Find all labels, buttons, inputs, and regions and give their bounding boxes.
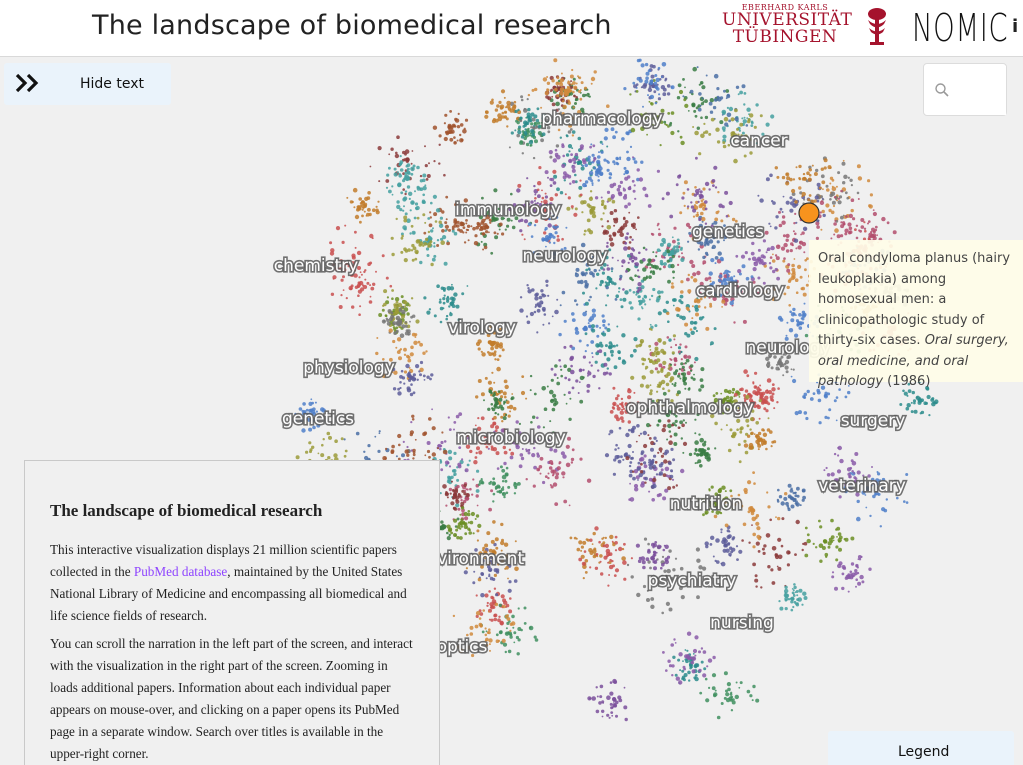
map-label-psychiatry: psychiatry [648, 571, 737, 591]
nomic-logo[interactable]: NOMIC [912, 6, 1009, 50]
legend-button[interactable]: Legend [828, 731, 1014, 765]
tooltip-journal: Oral surgery, oral medicine, and oral pa… [818, 333, 1009, 389]
hide-text-label: Hide text [80, 76, 144, 92]
narration-paragraph-2: You can scroll the narration in the left… [50, 636, 413, 761]
map-label-genetics: genetics [282, 409, 354, 429]
research-landscape-map[interactable]: pharmacology cancer immunology genetics chem… [0, 57, 1023, 765]
page-title: The landscape of biomedical research [92, 10, 612, 41]
narration-heading: The landscape of biomedical research [50, 501, 323, 520]
map-label-surgery: surgery [841, 411, 906, 431]
map-label-genetics: genetics [692, 222, 764, 242]
paper-tooltip: Oral condyloma planus (hairy leukoplakia… [809, 240, 1023, 389]
map-label-optics: optics [437, 637, 488, 657]
search-icon [935, 83, 949, 97]
map-label-neurology: neurology [523, 246, 608, 266]
university-seal-icon [868, 8, 886, 45]
map-label-chemistry: chemistry [274, 256, 358, 276]
map-label-virology: virology [448, 318, 516, 338]
map-label-ophthalmology: ophthalmology [626, 398, 753, 418]
map-label-pharmacology: pharmacology [541, 109, 662, 129]
narration-paragraph-1: This interactive visualization displays … [50, 542, 407, 623]
map-label-nursing: nursing [710, 613, 774, 633]
tooltip-paper-title: Oral condyloma planus (hairy leukoplakia… [818, 251, 1011, 348]
pubmed-database-link[interactable]: PubMed database [133, 564, 228, 579]
university-logo[interactable]: EBERHARD KARLS UNIVERSITÄT TÜBINGEN [722, 3, 853, 47]
app-header: The landscape of biomedical research EBE… [0, 0, 1023, 57]
map-label-nutrition: nutrition [670, 494, 743, 514]
double-chevron-right-icon [15, 73, 39, 93]
search-input[interactable] [956, 66, 1006, 115]
map-label-environment: environment [416, 549, 525, 569]
info-icon[interactable]: i [1012, 16, 1019, 37]
tooltip-year: (1986) [887, 374, 931, 389]
search-box[interactable] [923, 63, 1007, 116]
map-label-veterinary: veterinary [818, 476, 906, 496]
hide-text-button[interactable]: Hide text [4, 63, 171, 105]
legend-label: Legend [898, 744, 950, 760]
map-label-cancer: cancer [730, 131, 787, 151]
map-label-immunology: immunology [455, 200, 561, 220]
map-label-physiology: physiology [303, 358, 395, 378]
map-label-microbiology: microbiology [456, 428, 566, 448]
narration-panel[interactable]: The landscape of biomedical research Thi… [24, 460, 440, 765]
highlighted-paper-point[interactable] [798, 202, 820, 224]
map-label-cardiology: cardiology [696, 281, 784, 301]
